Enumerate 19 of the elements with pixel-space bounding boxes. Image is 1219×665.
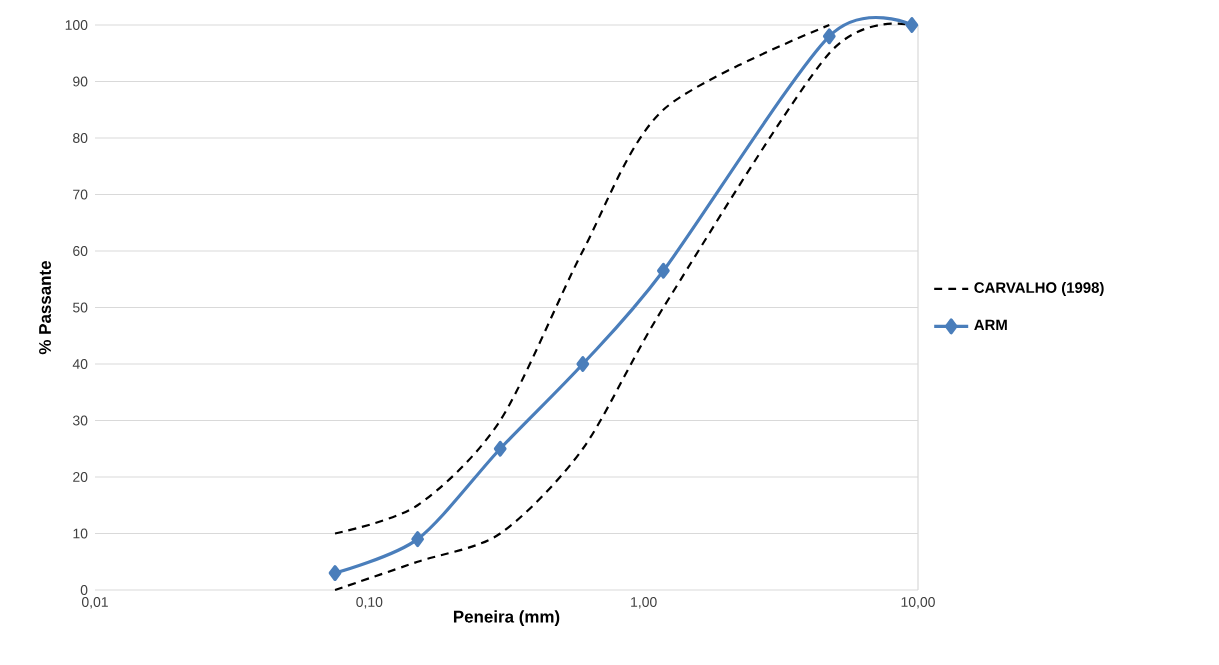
legend-label: ARM	[974, 319, 1007, 331]
x-tick-label: 10,00	[901, 597, 935, 609]
y-tick-label: 80	[73, 133, 88, 143]
y-tick-label: 30	[72, 415, 88, 426]
y-tick-label: 100	[65, 20, 88, 30]
y-tick-label: 40	[72, 359, 88, 369]
y-tick-label: 60	[73, 246, 88, 256]
y-tick-label: 10	[73, 528, 88, 539]
x-tick-label: 1,00	[631, 597, 657, 609]
y-tick-label: 20	[73, 472, 88, 482]
y-tick-label: 70	[73, 189, 88, 200]
x-axis-title: Peneira (mm)	[453, 610, 560, 627]
x-tick-label: 0,10	[356, 597, 383, 609]
legend-label: CARVALHO (1998)	[974, 281, 1104, 296]
y-tick-label: 90	[73, 76, 88, 87]
y-axis-title: % Passante	[39, 261, 51, 355]
y-tick-label: 0	[80, 585, 88, 595]
y-tick-label: 50	[73, 302, 88, 313]
x-tick-label: 0,01	[81, 597, 108, 609]
